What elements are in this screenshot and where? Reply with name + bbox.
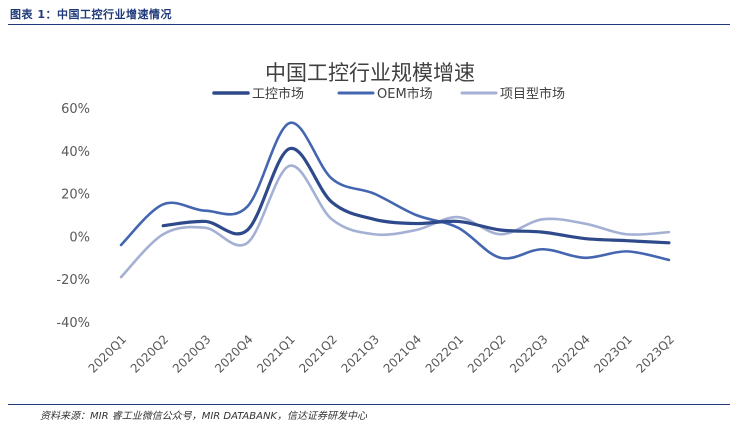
x-tick-label: 2022Q4 bbox=[549, 332, 593, 376]
x-tick-label: 2021Q2 bbox=[296, 332, 340, 376]
y-tick-label: 20% bbox=[61, 188, 90, 203]
legend-label: 项目型市场 bbox=[500, 86, 565, 102]
bottom-divider bbox=[8, 404, 730, 405]
x-tick-label: 2023Q1 bbox=[591, 332, 635, 376]
top-divider bbox=[8, 24, 730, 25]
chart-title: 中国工控行业规模增速 bbox=[265, 61, 475, 85]
x-tick-label: 2020Q4 bbox=[212, 332, 256, 376]
x-tick-label: 2021Q4 bbox=[381, 332, 425, 376]
x-tick-label: 2020Q3 bbox=[170, 332, 214, 376]
y-tick-label: 40% bbox=[61, 145, 90, 160]
x-tick-label: 2021Q3 bbox=[338, 332, 382, 376]
figure-caption: 图表 1：中国工控行业增速情况 bbox=[10, 8, 172, 21]
series-line-3 bbox=[119, 164, 671, 279]
y-tick-label: -20% bbox=[56, 273, 90, 288]
legend-label: OEM市场 bbox=[377, 86, 433, 102]
y-axis: -40% -20% 0% 20% 40% 60% bbox=[56, 102, 90, 331]
x-tick-label: 2023Q2 bbox=[633, 332, 677, 376]
x-tick-label: 2021Q1 bbox=[254, 332, 298, 376]
y-tick-label: 60% bbox=[61, 102, 90, 117]
series-group bbox=[119, 121, 671, 279]
series-line-1 bbox=[161, 147, 671, 245]
y-tick-label: 0% bbox=[69, 230, 90, 245]
x-tick-label: 2022Q1 bbox=[423, 332, 467, 376]
x-axis: 2020Q12020Q22020Q32020Q42021Q12021Q22021… bbox=[86, 332, 677, 376]
series-line-2 bbox=[119, 121, 671, 262]
x-tick-label: 2020Q1 bbox=[86, 332, 130, 376]
x-tick-label: 2020Q2 bbox=[128, 332, 172, 376]
chart-legend: 工控市场 OEM市场 项目型市场 bbox=[212, 86, 565, 102]
x-tick-label: 2022Q3 bbox=[507, 332, 551, 376]
x-tick-label: 2022Q2 bbox=[465, 332, 509, 376]
y-tick-label: -40% bbox=[56, 316, 90, 331]
source-note: 资料来源：MIR 睿工业微信公众号，MIR DATABANK，信达证券研发中心 bbox=[40, 411, 367, 422]
legend-label: 工控市场 bbox=[252, 86, 304, 102]
